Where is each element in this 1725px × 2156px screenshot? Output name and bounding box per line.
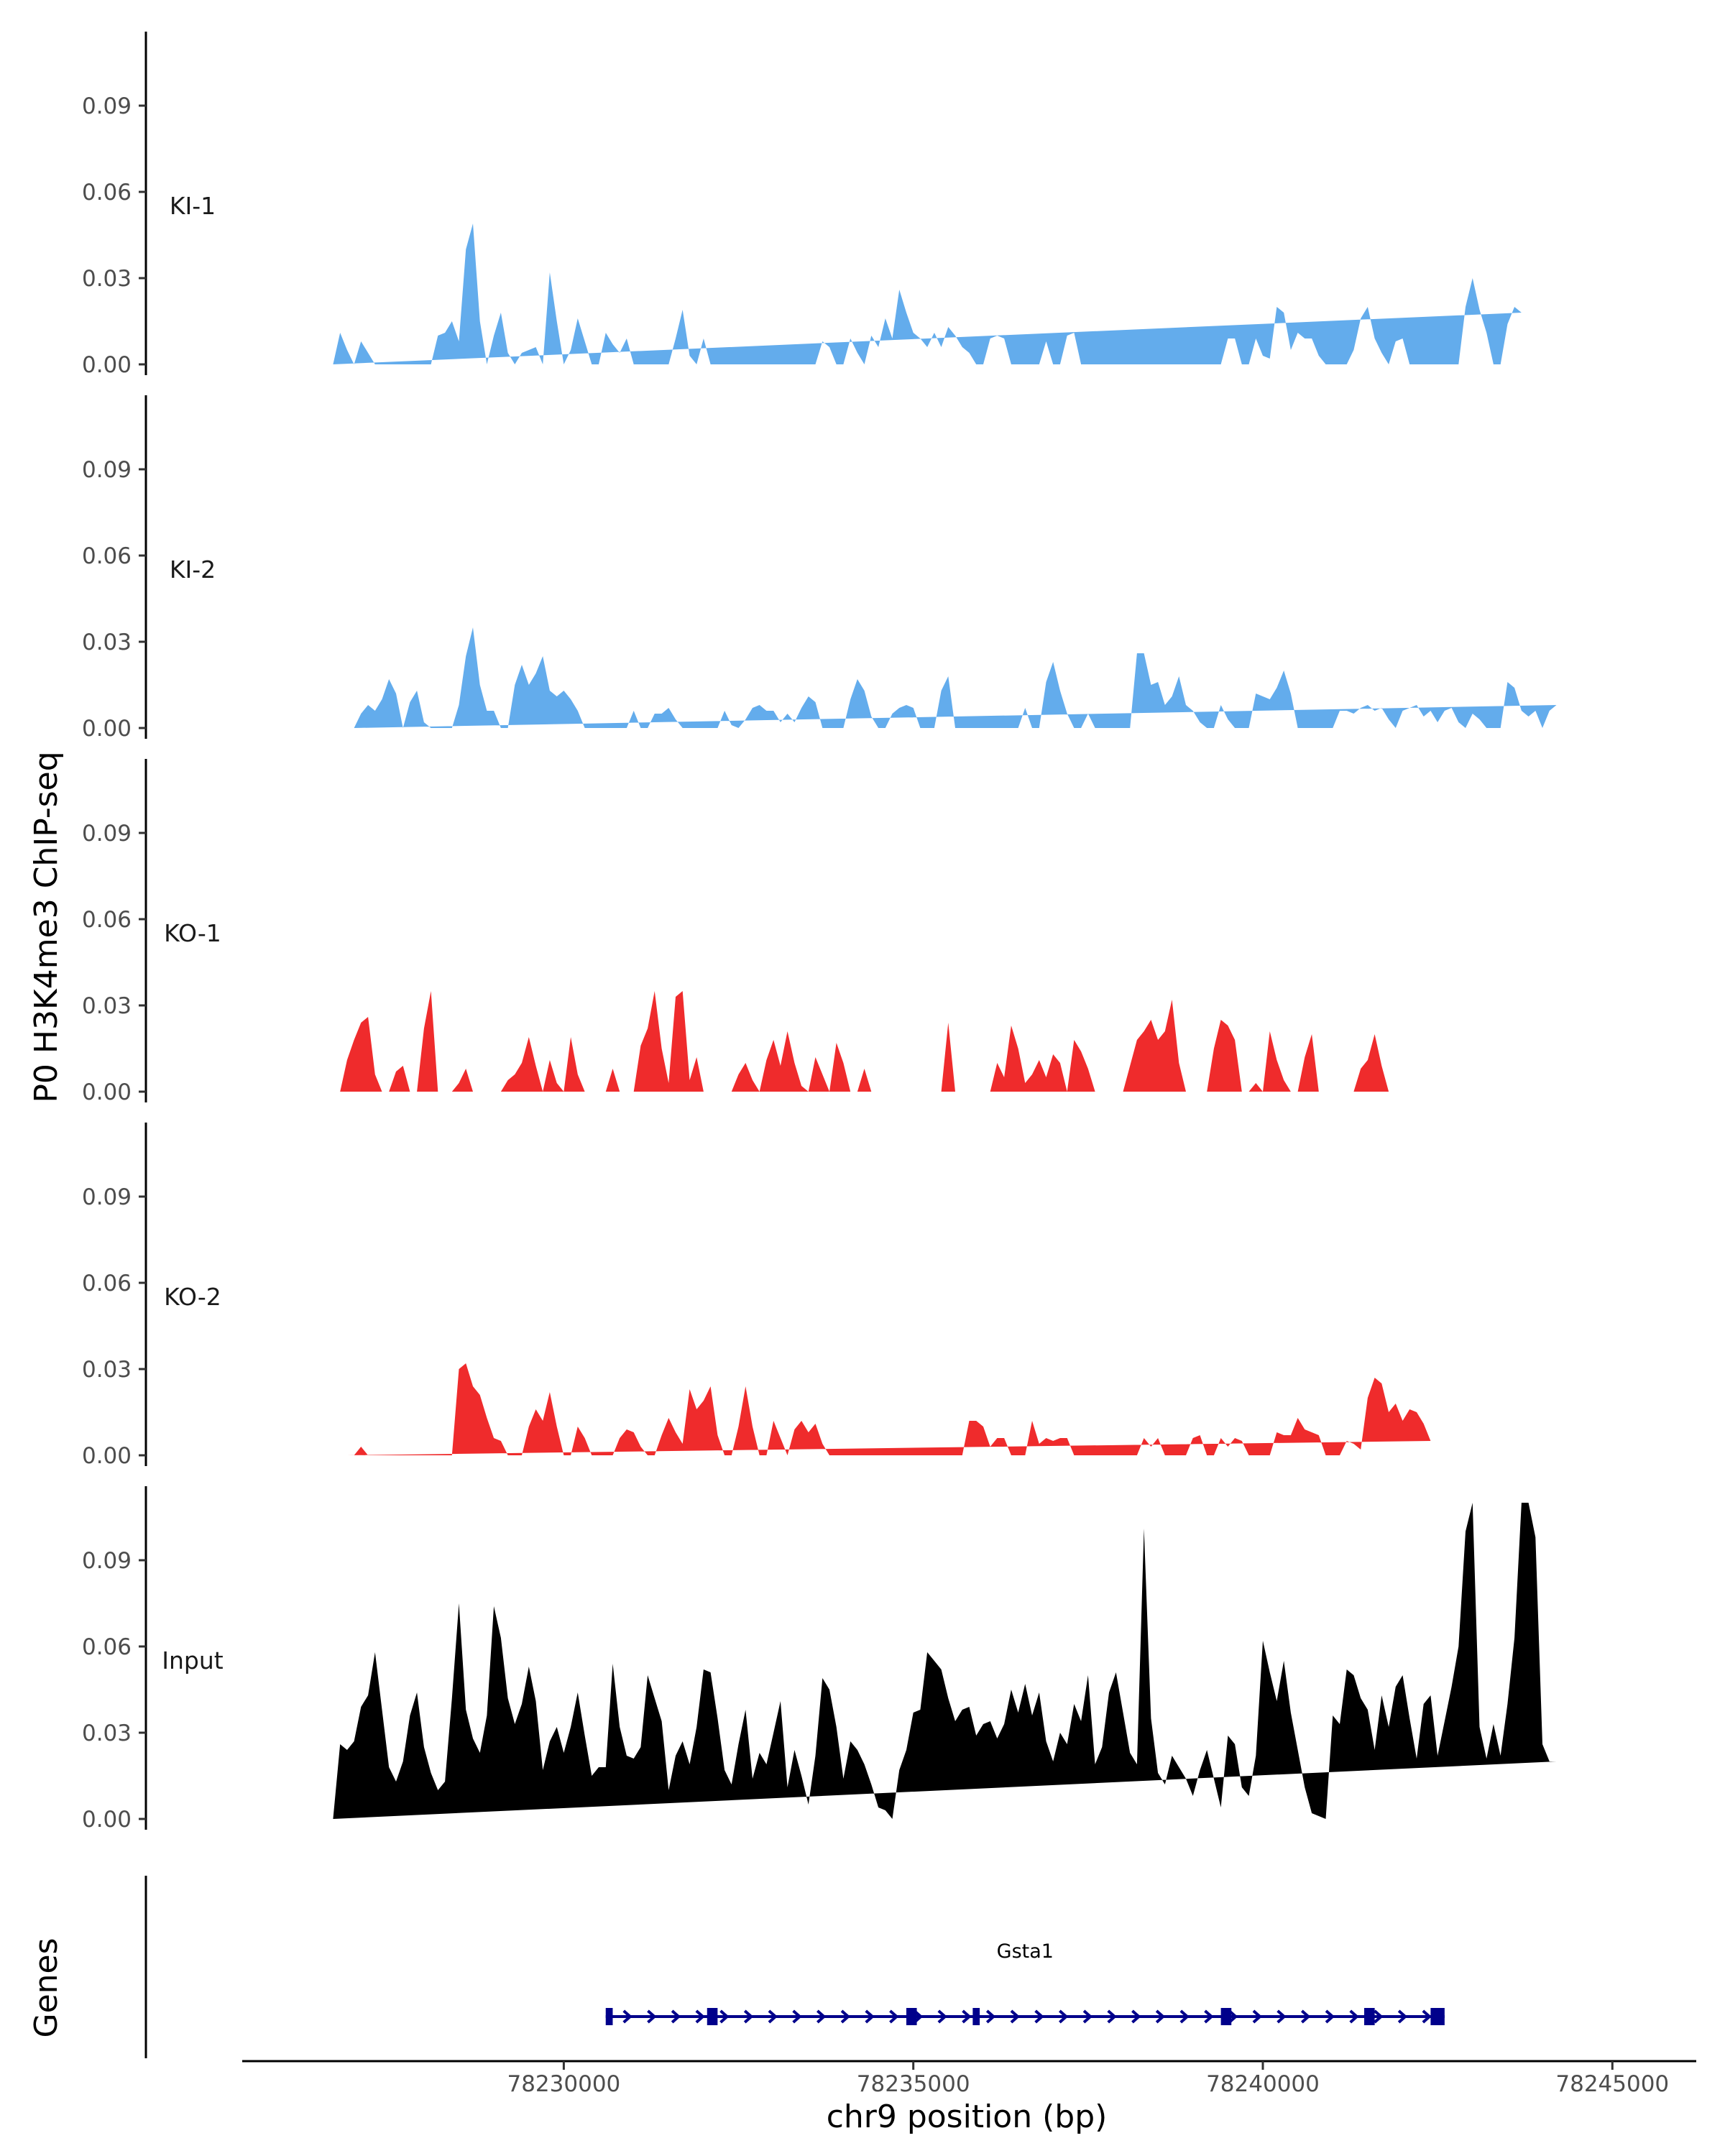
signal-tracks: 0.00 0.03 0.06 0.09 KI-1 0.00 0.03 0.06 0.09 KI-2… [82,32,1557,1833]
y-tick-label: 0.09 [82,821,132,847]
track-ki-2: 0.00 0.03 0.06 0.09 KI-2 [82,395,1557,742]
y-tick-label: 0.03 [82,1357,132,1383]
strand-arrow [622,2009,632,2024]
exon [1364,2008,1375,2025]
y-tick-label: 0.06 [82,1271,132,1296]
strand-arrow [1204,2009,1214,2024]
strand-arrow [1349,2009,1359,2024]
strand-arrow [1179,2009,1190,2024]
exon [972,2008,980,2025]
x-tick-label: 78230000 [507,2071,620,2097]
y-tick-label: 0.00 [82,352,132,378]
y-tick-label: 0.00 [82,716,132,742]
strand-arrow [1010,2009,1020,2024]
exon [707,2008,718,2025]
y-tick-label: 0.03 [82,1720,132,1746]
signal-area-ko-2 [346,1363,1431,1455]
strand-arrow [889,2009,899,2024]
y-tick-label: 0.00 [82,1807,132,1833]
strand-arrow [1422,2009,1432,2024]
strand-arrow [1374,2009,1384,2024]
strand-arrow [1301,2009,1311,2024]
y-tick-label: 0.06 [82,180,132,206]
track-label: KI-2 [170,556,216,584]
y-tick-label: 0.00 [82,1079,132,1105]
strand-arrow [1059,2009,1069,2024]
signal-area-ki-2 [354,627,1557,728]
y-tick-label: 0.06 [82,543,132,569]
strand-arrow [671,2009,681,2024]
strand-arrow [1155,2009,1166,2024]
strand-arrow [865,2009,875,2024]
exon [1430,2008,1445,2025]
strand-arrow [840,2009,851,2024]
exon [906,2008,917,2025]
strand-arrow [1228,2009,1238,2024]
signal-area-ko-1 [340,991,1410,1092]
strand-arrow [1252,2009,1262,2024]
signal-area-input [333,1503,1557,1819]
track-ko-1: 0.00 0.03 0.06 0.09 KO-1 [82,759,1410,1105]
x-tick-label: 78235000 [857,2071,970,2097]
exon [1220,2008,1232,2025]
signal-area-ki-1 [333,224,1522,364]
gene-name: Gsta1 [997,1940,1054,1963]
y-tick-label: 0.03 [82,266,132,292]
track-ko-2: 0.00 0.03 0.06 0.09 KO-2 [82,1123,1431,1469]
y-tick-label: 0.06 [82,907,132,933]
y-tick-label: 0.09 [82,1184,132,1210]
y-tick-label: 0.06 [82,1634,132,1660]
exon [605,2008,613,2025]
y-tick-label: 0.09 [82,1548,132,1574]
strand-arrow [743,2009,754,2024]
strand-arrow [816,2009,827,2024]
strand-arrow [962,2009,972,2024]
strand-arrow [1397,2009,1408,2024]
strand-arrow [695,2009,705,2024]
track-label: Input [162,1646,224,1674]
y-tick-label: 0.09 [82,93,132,119]
gene-gsta1: Gsta1 [605,1940,1445,2025]
strand-arrow [1131,2009,1141,2024]
track-input: 0.00 0.03 0.06 0.09 Input [82,1486,1557,1833]
track-label: KO-1 [164,919,221,947]
y-tick-label: 0.09 [82,457,132,483]
strand-arrow [985,2009,996,2024]
strand-arrow [647,2009,657,2024]
x-tick-label: 78245000 [1555,2071,1669,2097]
strand-arrow [1034,2009,1044,2024]
track-ki-1: 0.00 0.03 0.06 0.09 KI-1 [82,32,1522,378]
y-tick-label: 0.00 [82,1443,132,1469]
y-tick-label: 0.03 [82,630,132,655]
genes-track-label: Genes [28,1938,65,2037]
strand-arrow [937,2009,947,2024]
strand-arrow [1107,2009,1117,2024]
y-axis-title: P0 H3K4me3 ChIP-seq [28,751,65,1102]
x-axis: 78230000 78235000 78240000 78245000 [242,2060,1696,2097]
track-label: KO-2 [164,1283,221,1311]
strand-arrow [792,2009,802,2024]
strand-arrow [1325,2009,1335,2024]
x-axis-title: chr9 position (bp) [827,2099,1108,2135]
y-tick-label: 0.03 [82,993,132,1019]
strand-arrow [1276,2009,1287,2024]
x-tick-label: 78240000 [1206,2071,1320,2097]
track-label: KI-1 [170,192,216,220]
genes-track: Genes Gsta1 [28,1876,1445,2058]
strand-arrow [719,2009,730,2024]
strand-arrow [1082,2009,1093,2024]
strand-arrow [768,2009,778,2024]
